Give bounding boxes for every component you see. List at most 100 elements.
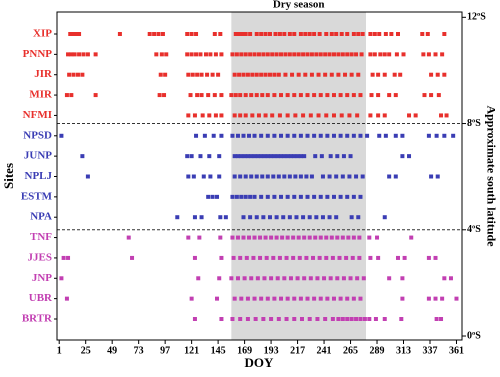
x-tick-label: 337	[422, 345, 437, 356]
event-marker	[398, 72, 403, 77]
event-marker	[400, 276, 405, 281]
event-marker	[287, 52, 292, 57]
event-marker	[282, 276, 287, 281]
event-marker	[249, 174, 254, 179]
event-marker	[272, 93, 277, 98]
event-marker	[303, 72, 308, 77]
event-marker	[285, 235, 290, 240]
event-marker	[279, 296, 284, 301]
event-marker	[292, 52, 297, 57]
event-marker	[267, 72, 272, 77]
event-marker	[185, 32, 190, 36]
event-marker	[359, 52, 364, 57]
event-marker	[259, 154, 264, 159]
event-marker	[199, 72, 204, 77]
event-marker	[185, 154, 190, 159]
site-label: NPLJ	[25, 170, 53, 182]
event-marker	[375, 235, 380, 240]
event-marker	[324, 235, 329, 240]
x-tick-label: 25	[81, 345, 91, 356]
event-marker	[175, 215, 180, 220]
event-marker	[271, 174, 276, 179]
event-marker	[305, 133, 310, 138]
event-marker	[377, 32, 382, 36]
event-marker	[451, 133, 456, 138]
event-marker	[301, 215, 306, 220]
event-marker	[126, 235, 131, 240]
site-label: XIP	[33, 28, 52, 40]
event-marker	[198, 154, 203, 159]
event-marker	[407, 154, 412, 159]
event-marker	[339, 113, 344, 118]
event-marker	[213, 52, 218, 57]
event-marker	[420, 32, 425, 36]
event-marker	[252, 235, 257, 240]
event-marker	[254, 174, 259, 179]
site-label: NFMI	[23, 109, 52, 121]
event-marker	[331, 194, 336, 199]
y-axis-label: Sites	[1, 163, 16, 189]
event-marker	[376, 255, 381, 260]
event-marker	[195, 93, 200, 98]
site-label: JUNP	[24, 150, 52, 162]
event-marker	[329, 235, 334, 240]
event-marker	[296, 235, 301, 240]
event-marker	[318, 194, 323, 199]
x-tick-label: 289	[370, 345, 385, 356]
event-marker	[213, 113, 218, 118]
event-marker	[259, 194, 264, 199]
event-marker	[335, 235, 340, 240]
event-marker	[156, 32, 161, 36]
event-marker	[392, 72, 397, 77]
event-marker	[442, 276, 447, 281]
event-marker	[288, 154, 293, 159]
event-marker	[442, 133, 447, 138]
event-marker	[269, 317, 274, 321]
event-marker	[189, 154, 194, 159]
shade-label: Dry season	[273, 0, 325, 11]
event-marker	[340, 52, 345, 57]
event-marker	[219, 52, 224, 57]
event-marker	[292, 296, 297, 301]
event-marker	[304, 174, 309, 179]
event-marker	[389, 32, 394, 36]
event-marker	[426, 296, 431, 301]
event-marker	[242, 276, 247, 281]
event-marker	[327, 174, 332, 179]
event-marker	[239, 52, 244, 57]
event-marker	[285, 194, 290, 199]
event-marker	[377, 133, 382, 138]
event-marker	[262, 154, 267, 159]
event-marker	[274, 52, 279, 57]
event-marker	[323, 317, 328, 321]
event-marker	[312, 32, 317, 36]
event-marker	[313, 154, 318, 159]
event-marker	[279, 93, 284, 98]
event-marker	[330, 317, 335, 321]
event-marker	[265, 133, 270, 138]
event-marker	[298, 296, 303, 301]
event-marker	[309, 72, 314, 77]
event-marker	[159, 52, 164, 57]
event-marker	[234, 52, 239, 57]
event-marker	[238, 113, 243, 118]
event-marker	[67, 72, 72, 77]
event-marker	[216, 72, 221, 77]
event-marker	[247, 133, 252, 138]
event-marker	[448, 276, 453, 281]
event-marker	[318, 133, 323, 138]
event-marker	[245, 317, 250, 321]
event-marker	[316, 113, 321, 118]
event-marker	[61, 255, 66, 260]
event-marker	[206, 194, 211, 199]
event-marker	[324, 255, 329, 260]
event-marker	[232, 113, 237, 118]
y2-axis-label: Approximate south latitude	[484, 105, 498, 247]
site-label: MIR	[29, 89, 53, 101]
event-marker	[282, 154, 287, 159]
event-marker	[252, 133, 257, 138]
event-marker	[365, 133, 370, 138]
event-marker	[194, 133, 199, 138]
event-marker	[260, 93, 265, 98]
